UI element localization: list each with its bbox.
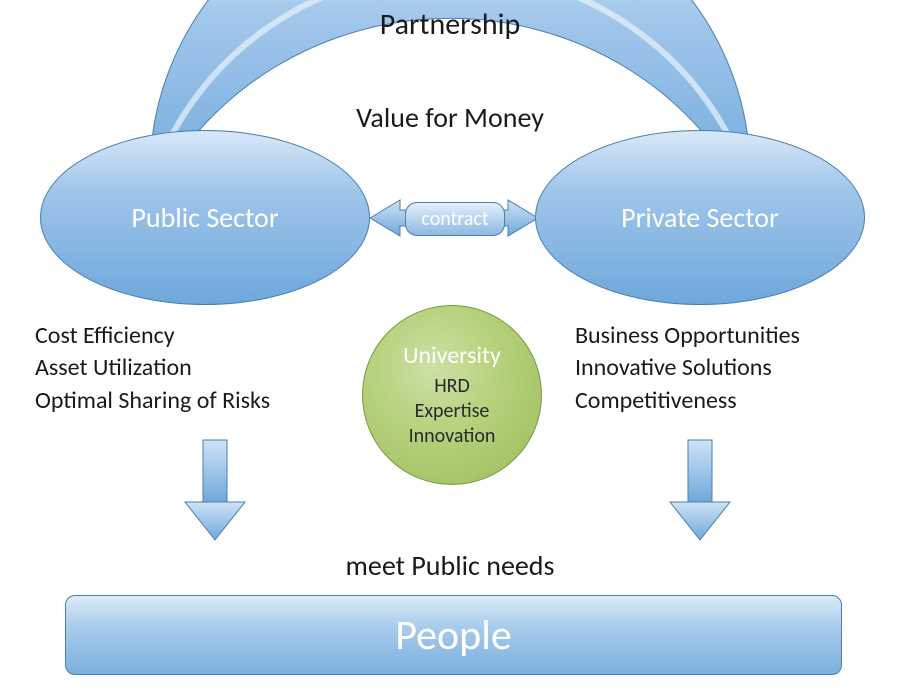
university-node: University HRD Expertise Innovation <box>362 305 542 485</box>
public-sector-list: Cost Efficiency Asset Utilization Optima… <box>35 320 355 417</box>
list-item: Innovative Solutions <box>575 352 895 384</box>
private-sector-list: Business Opportunities Innovative Soluti… <box>575 320 895 417</box>
public-sector-label: Public Sector <box>131 200 278 235</box>
university-line: Innovation <box>409 424 496 449</box>
list-item: Asset Utilization <box>35 352 355 384</box>
list-item: Business Opportunities <box>575 320 895 352</box>
meet-public-needs-label: meet Public needs <box>300 548 600 583</box>
down-arrow-left <box>185 440 245 540</box>
value-for-money-label: Value for Money <box>280 100 620 135</box>
contract-node: contract <box>405 202 505 236</box>
university-title: University <box>403 341 501 370</box>
contract-label: contract <box>421 207 488 231</box>
list-item: Competitiveness <box>575 385 895 417</box>
university-line: HRD <box>434 374 470 399</box>
people-label: People <box>395 610 512 661</box>
partnership-label: Partnership <box>300 6 600 43</box>
people-node: People <box>65 595 842 675</box>
private-sector-label: Private Sector <box>621 200 779 235</box>
university-line: Expertise <box>415 399 490 424</box>
list-item: Optimal Sharing of Risks <box>35 385 355 417</box>
public-sector-node: Public Sector <box>40 130 370 305</box>
list-item: Cost Efficiency <box>35 320 355 352</box>
down-arrow-right <box>670 440 730 540</box>
contract-arrow-right <box>500 200 538 236</box>
ppp-diagram: Partnership Value for Money Public Secto… <box>0 0 900 700</box>
private-sector-node: Private Sector <box>535 130 865 305</box>
contract-arrow-left <box>370 200 408 236</box>
